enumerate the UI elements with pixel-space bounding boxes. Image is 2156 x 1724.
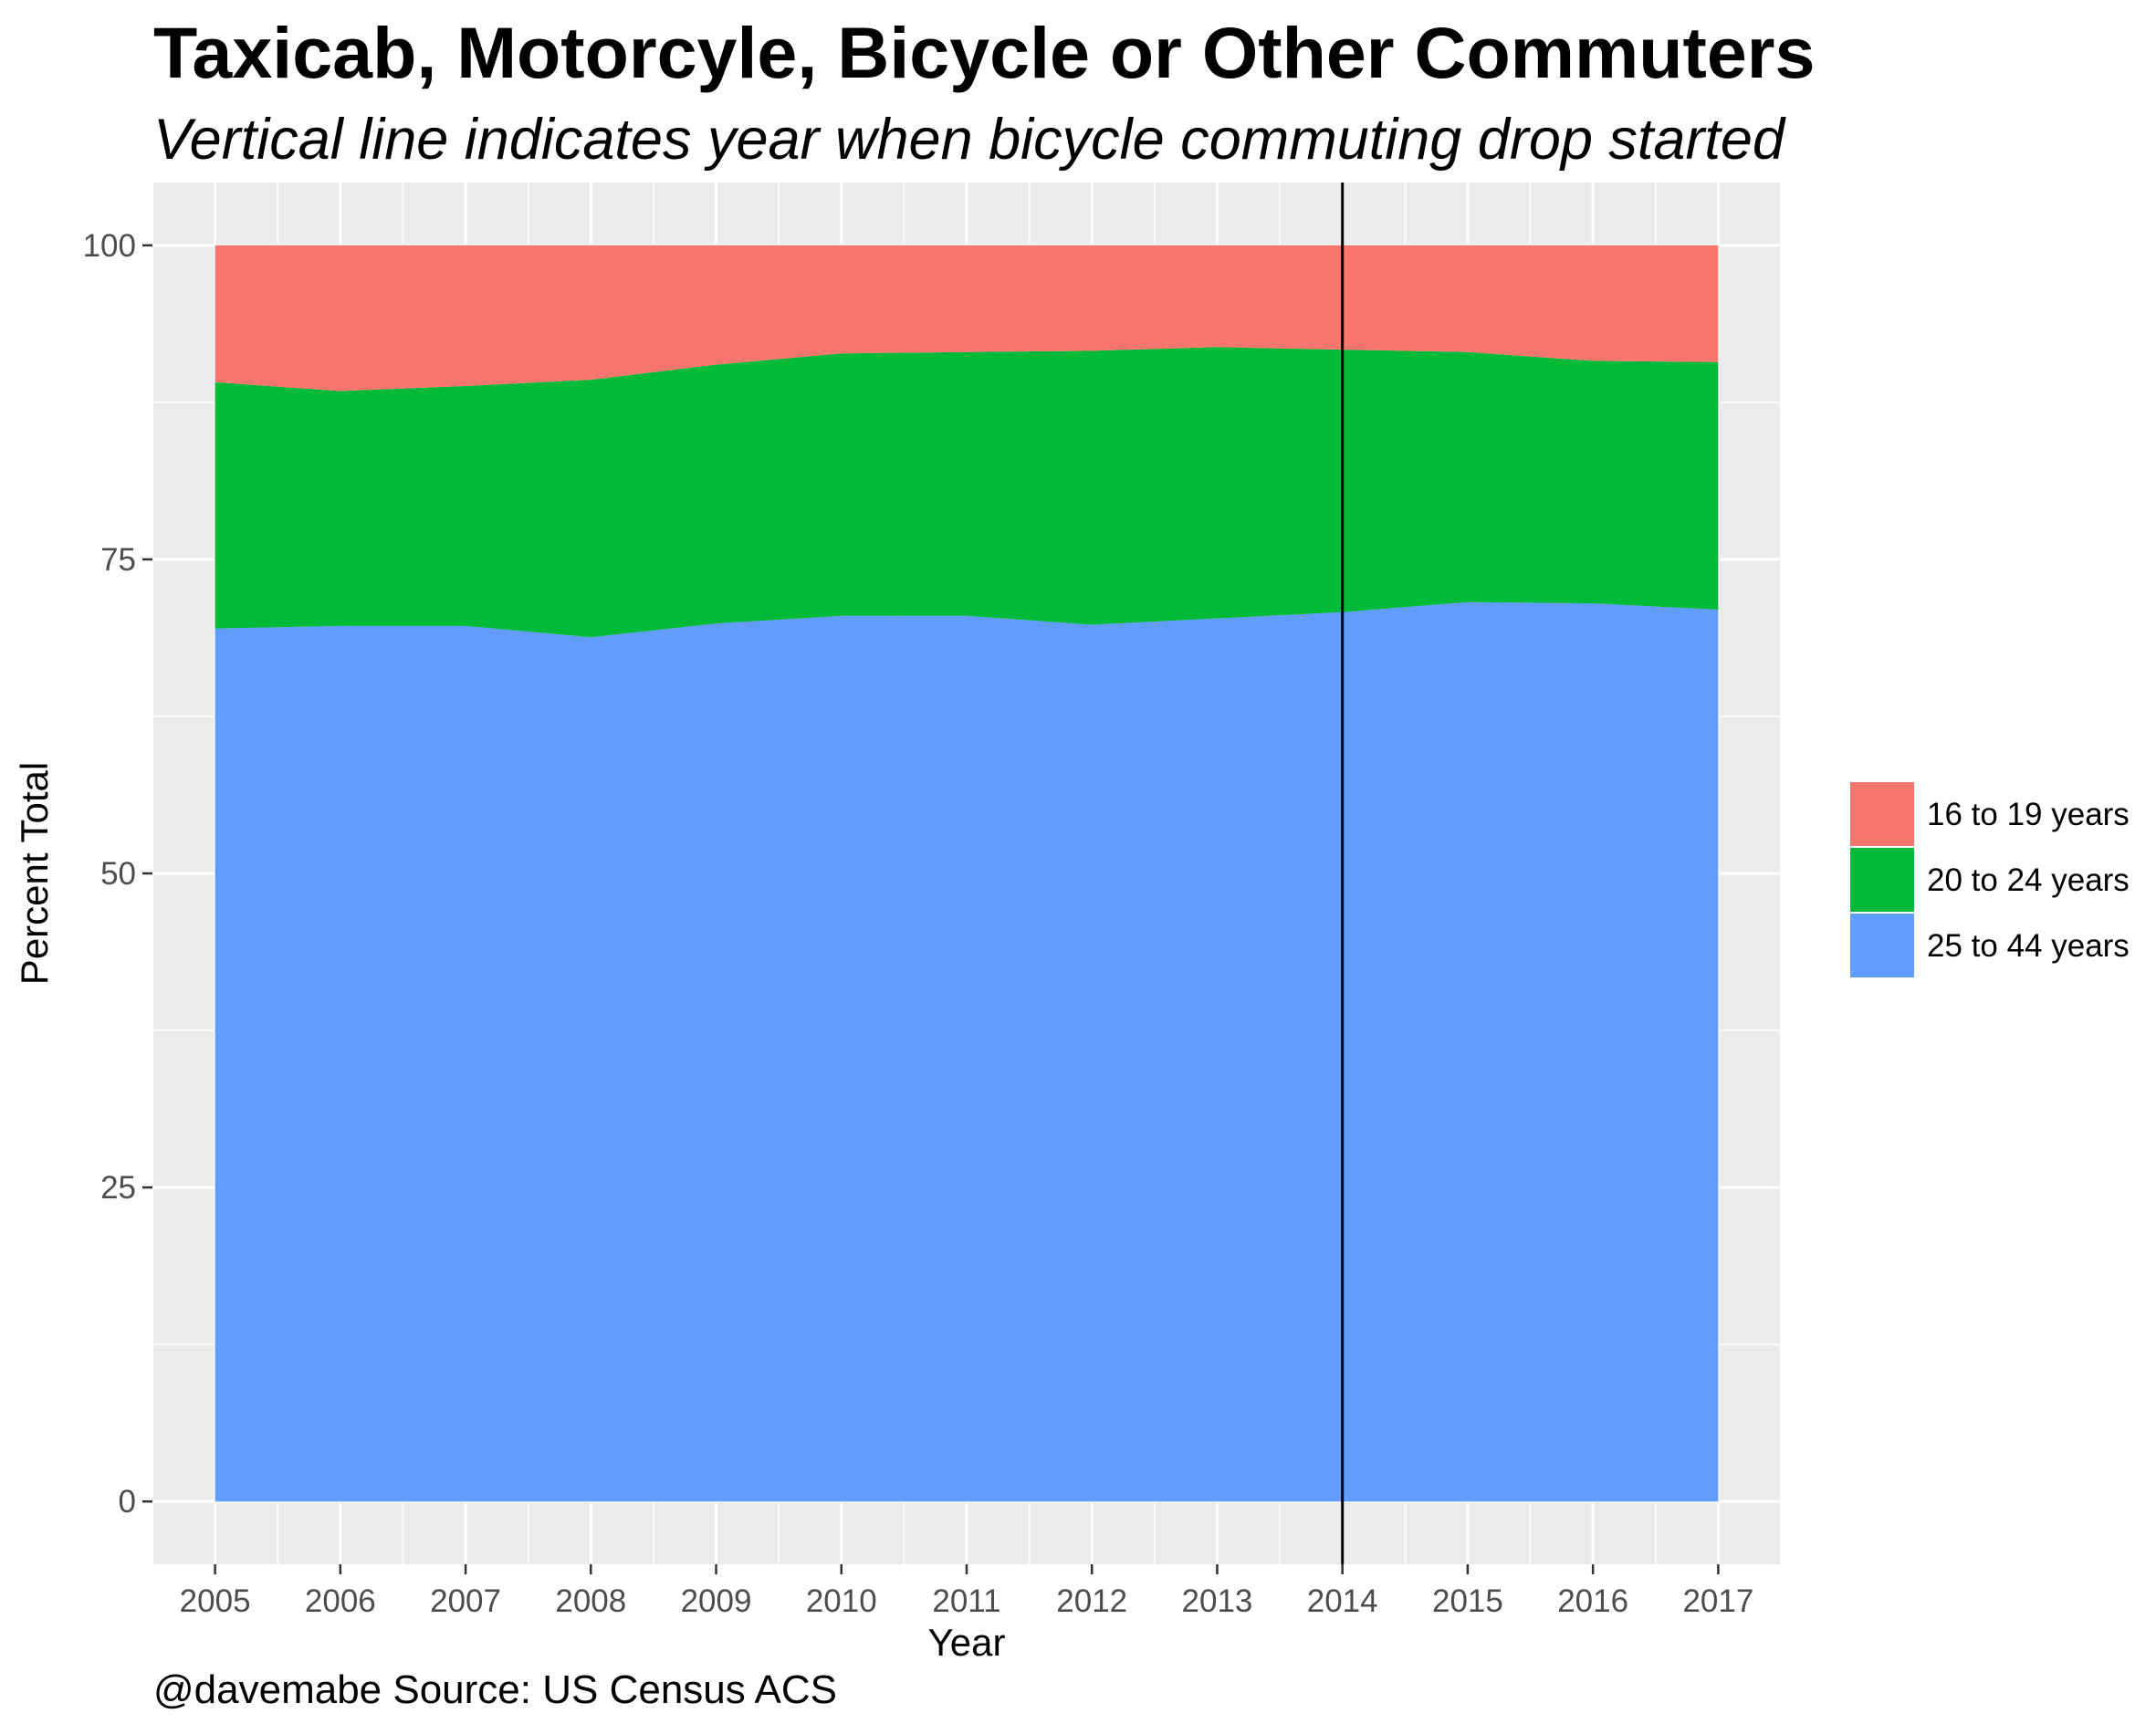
legend-label-16-to-19-years: 16 to 19 years: [1927, 797, 2130, 832]
y-axis-title: Percent Total: [13, 762, 56, 985]
y-axis: 0 25 50 75 100: [83, 228, 152, 1520]
chart-title: Taxicab, Motorcyle, Bicycle or Other Com…: [153, 12, 1815, 93]
x-tick-label: 2015: [1432, 1583, 1503, 1619]
x-tick-label: 2006: [305, 1583, 376, 1619]
legend: 16 to 19 years 20 to 24 years 25 to 44 yea…: [1848, 780, 2130, 979]
x-tick-label: 2013: [1182, 1583, 1253, 1619]
legend-label-20-to-24-years: 20 to 24 years: [1927, 862, 2130, 898]
x-tick-label: 2010: [806, 1583, 877, 1619]
x-tick-label: 2007: [430, 1583, 501, 1619]
legend-key-25-to-44-years: [1848, 912, 1916, 979]
y-tick-label: 100: [83, 228, 136, 264]
legend-key-16-to-19-years: [1848, 780, 1916, 848]
chart-subtitle: Vertical line indicates year when bicycl…: [153, 108, 1786, 172]
area-25-to-44-years: [215, 601, 1719, 1502]
legend-key-20-to-24-years: [1848, 846, 1916, 914]
x-tick-label: 2011: [932, 1583, 1000, 1619]
y-tick-label: 25: [100, 1170, 136, 1206]
y-tick-label: 75: [100, 542, 136, 578]
y-tick-label: 50: [100, 856, 136, 892]
chart-caption: @davemabe Source: US Census ACS: [153, 1667, 837, 1712]
x-tick-label: 2009: [681, 1583, 752, 1619]
x-tick-label: 2017: [1682, 1583, 1753, 1619]
x-tick-label: 2016: [1557, 1583, 1628, 1619]
x-tick-label: 2014: [1307, 1583, 1378, 1619]
legend-label-25-to-44-years: 25 to 44 years: [1927, 928, 2130, 964]
x-tick-label: 2012: [1056, 1583, 1127, 1619]
x-axis: 2005 2006 2007 2008 2009 2010 2011 2012 2013 2014…: [180, 1564, 1753, 1619]
x-tick-label: 2005: [180, 1583, 251, 1619]
x-axis-title: Year: [928, 1621, 1006, 1664]
x-tick-label: 2008: [555, 1583, 626, 1619]
y-tick-label: 0: [119, 1484, 136, 1520]
area-20-to-24-years: [215, 347, 1719, 638]
stacked-areas: [215, 245, 1719, 1502]
